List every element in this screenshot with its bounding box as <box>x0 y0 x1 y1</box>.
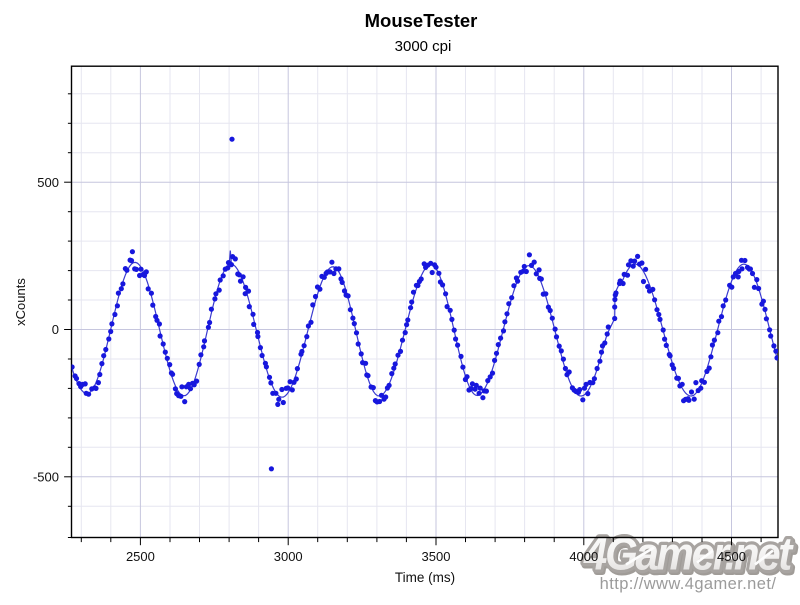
svg-text:xCounts: xCounts <box>13 278 28 326</box>
svg-text:3000 cpi: 3000 cpi <box>395 38 452 55</box>
svg-text:4Gamer.net: 4Gamer.net <box>583 528 794 580</box>
svg-text:4000: 4000 <box>569 549 598 564</box>
svg-text:MouseTester: MouseTester <box>365 10 478 31</box>
svg-text:http://www.4gamer.net/: http://www.4gamer.net/ <box>600 575 777 593</box>
svg-text:2500: 2500 <box>126 549 155 564</box>
svg-text:3000: 3000 <box>274 549 303 564</box>
svg-text:500: 500 <box>37 175 59 190</box>
svg-text:Time (ms): Time (ms) <box>395 570 455 585</box>
svg-text:0: 0 <box>52 322 59 337</box>
svg-text:3500: 3500 <box>422 549 451 564</box>
svg-text:4500: 4500 <box>717 549 746 564</box>
svg-text:-500: -500 <box>33 469 59 484</box>
